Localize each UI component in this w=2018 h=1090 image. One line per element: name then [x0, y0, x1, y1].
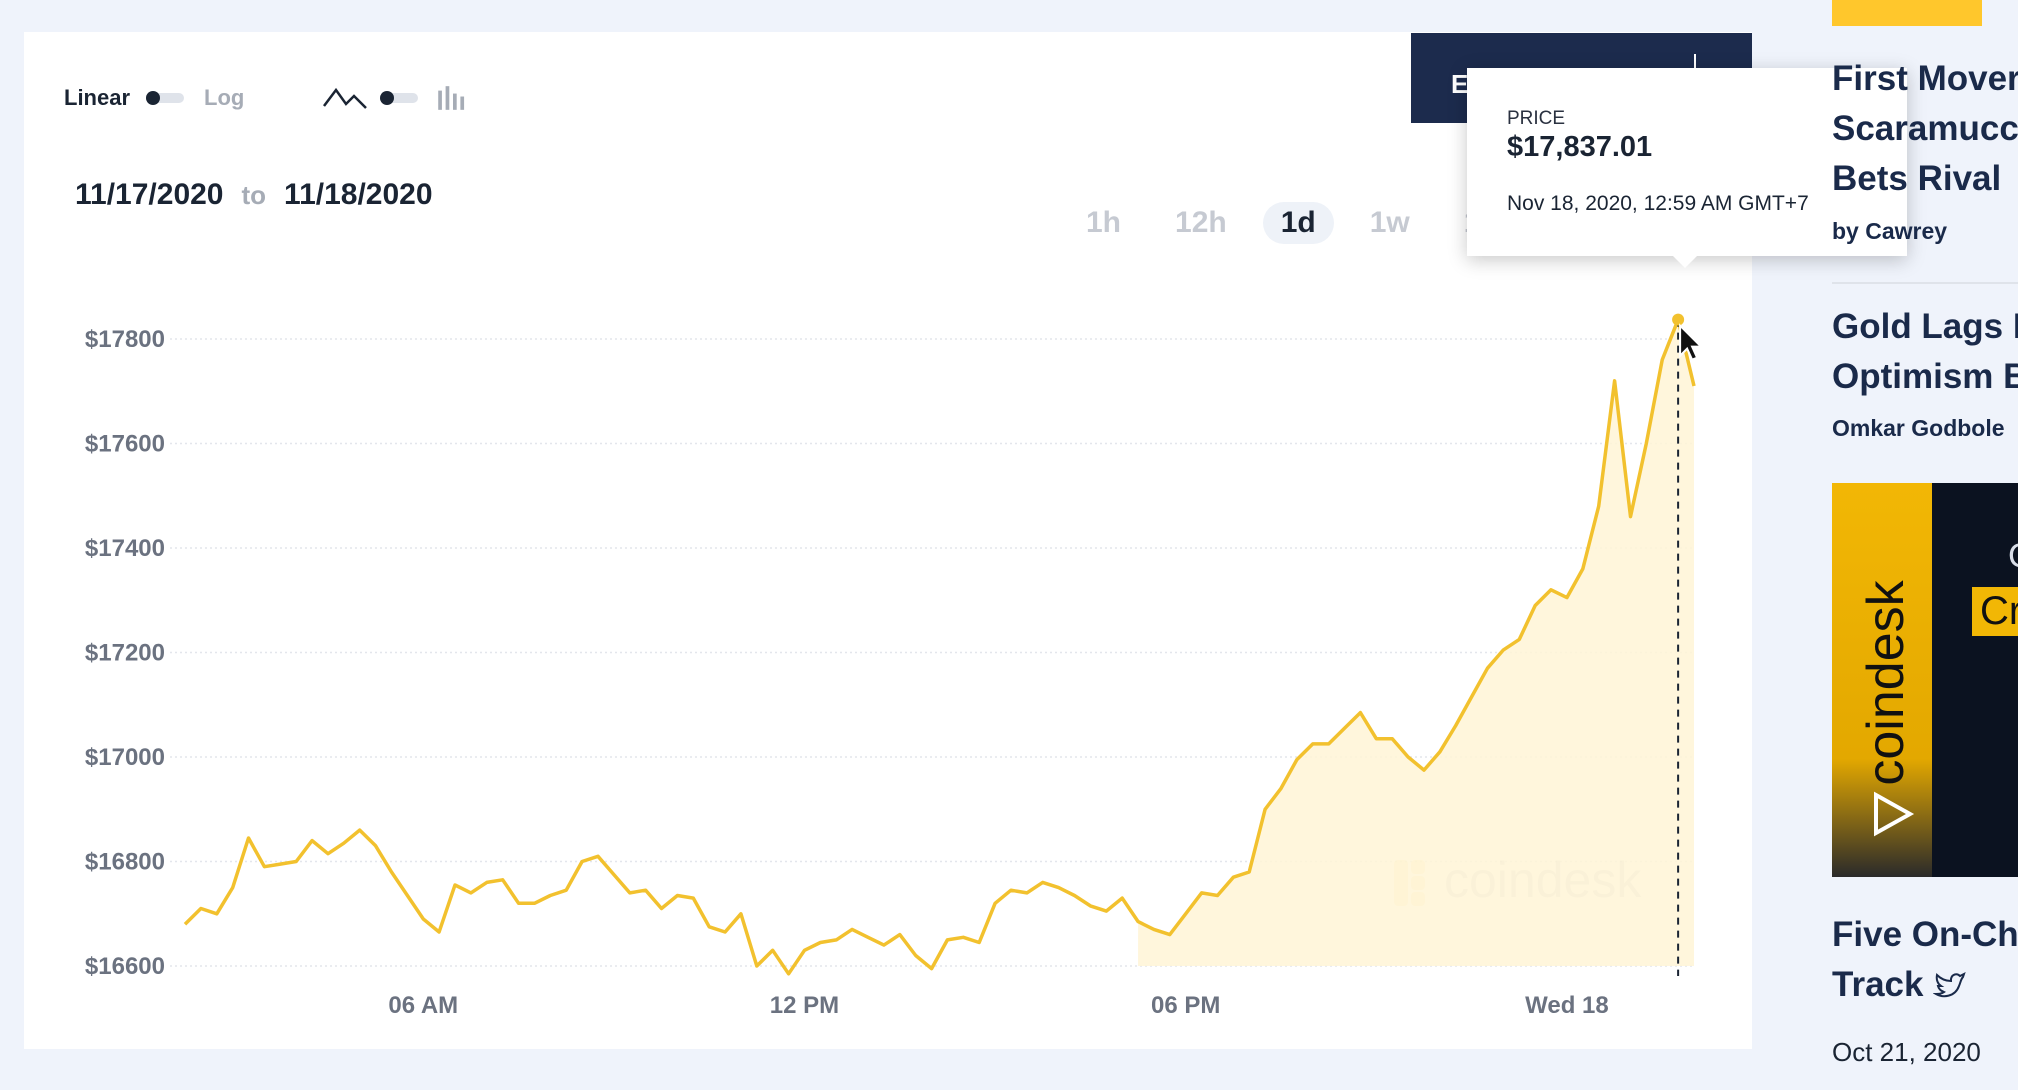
price-chart-card: Linear Log 11/17/2020 to 11/18/2020 1h 1… — [24, 32, 1752, 1049]
chart-type-toggle[interactable] — [380, 91, 419, 105]
y-axis-labels: $17800 $17600 $17400 $17200 $17000 $16800 $166… — [85, 326, 165, 980]
headline-line: Gold Lags Bitcoin — [1832, 307, 2018, 346]
divider — [1832, 282, 2018, 284]
date-range-separator: to — [241, 180, 267, 210]
twitter-bird-icon[interactable] — [1933, 971, 1967, 1002]
y-tick-label: $17000 — [85, 744, 165, 771]
video-brand-stripe — [1832, 483, 1932, 877]
video-thumbnail[interactable]: coindesk C Crypto — [1832, 483, 2018, 877]
headline-first-mover[interactable]: First Mover: Scaramucci Bets Rival — [1832, 54, 2018, 204]
scale-toggle-knob — [146, 91, 161, 105]
x-tick-label: 06 AM — [388, 992, 458, 1019]
date-to[interactable]: 11/18/2020 — [284, 178, 433, 211]
headline-line: Scaramucci — [1832, 109, 2018, 148]
article-date: Oct 21, 2020 — [1832, 1037, 1981, 1067]
x-tick-label: 12 PM — [770, 992, 839, 1019]
price-area-fill — [1138, 319, 1694, 966]
section-accent-bar — [1832, 0, 1982, 26]
range-button-12h[interactable]: 12h — [1175, 206, 1227, 239]
chart-type-toggle-knob — [380, 91, 395, 105]
author-byline[interactable]: Omkar Godbole — [1832, 415, 2005, 441]
scale-toggle[interactable] — [146, 91, 185, 105]
tooltip-label: PRICE — [1507, 108, 1566, 129]
hover-point — [1672, 313, 1685, 326]
price-chart[interactable]: $17800 $17600 $17400 $17200 $17000 $16800 $166… — [0, 0, 1760, 1060]
y-tick-label: $17600 — [85, 431, 165, 458]
headline-line: Optimism Boost — [1832, 357, 2018, 396]
bar-chart-icon[interactable] — [436, 80, 470, 116]
author-byline[interactable]: by Cawrey — [1832, 218, 1948, 244]
headline-line: Five On-Chain — [1832, 915, 2018, 954]
mouse-cursor-icon — [1679, 323, 1704, 361]
range-button-1h[interactable]: 1h — [1086, 206, 1122, 239]
tooltip-date: Nov 18, 2020, 12:59 AM GMT+7 — [1507, 192, 1809, 215]
headline-line: First Mover: — [1832, 59, 2018, 98]
range-button-1w[interactable]: 1w — [1369, 206, 1410, 239]
video-title-fragment: C — [2008, 537, 2018, 576]
range-button-1d[interactable]: 1d — [1262, 202, 1334, 244]
price-tooltip: PRICE $17,837.01 Nov 18, 2020, 12:59 AM … — [1467, 68, 1907, 268]
tooltip-price: $17,837.01 — [1507, 131, 1653, 163]
x-tick-label: 06 PM — [1151, 992, 1220, 1019]
y-tick-label: $16800 — [85, 849, 165, 876]
scale-log-label[interactable]: Log — [204, 85, 245, 110]
news-sidebar: First Mover: Scaramucci Bets Rival by Ca… — [1832, 0, 2018, 1090]
headline-line: Bets Rival — [1832, 159, 2002, 198]
x-tick-label: Wed 18 — [1525, 992, 1609, 1019]
price-line — [183, 317, 1696, 976]
line-chart-icon[interactable] — [322, 80, 368, 116]
y-tick-label: $16600 — [85, 953, 165, 980]
x-axis-labels: 06 AM 12 PM 06 PM Wed 18 — [388, 992, 1608, 1019]
date-from[interactable]: 11/17/2020 — [75, 178, 224, 211]
video-brand-text: coindesk — [1857, 580, 1915, 786]
date-range: 11/17/2020 to 11/18/2020 — [75, 178, 433, 212]
video-tag: Crypto — [1972, 587, 2018, 636]
headline-five-on-chain[interactable]: Five On-Chain Track — [1832, 910, 2018, 1010]
headline-gold-lags[interactable]: Gold Lags Bitcoin Optimism Boost — [1832, 302, 2018, 402]
chart-toggles: Linear Log — [64, 78, 470, 118]
scale-linear-label[interactable]: Linear — [64, 85, 131, 110]
play-icon[interactable] — [1870, 791, 1916, 837]
y-tick-label: $17200 — [85, 640, 165, 667]
y-tick-label: $17400 — [85, 535, 165, 562]
headline-line: Track — [1832, 960, 2018, 1010]
headline-text: Track — [1832, 965, 1924, 1004]
y-tick-label: $17800 — [85, 326, 165, 353]
